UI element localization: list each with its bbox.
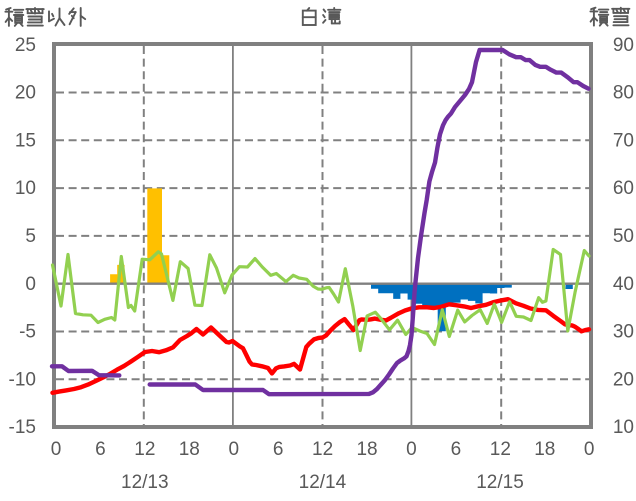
svg-text:12/13: 12/13 — [121, 472, 169, 493]
svg-text:90: 90 — [613, 35, 634, 56]
svg-text:0: 0 — [51, 439, 62, 460]
svg-text:50: 50 — [613, 226, 634, 247]
svg-text:10: 10 — [15, 178, 36, 199]
svg-text:80: 80 — [613, 83, 634, 104]
svg-text:30: 30 — [613, 322, 634, 343]
svg-text:20: 20 — [613, 369, 634, 390]
svg-text:20: 20 — [15, 83, 36, 104]
svg-text:12/15: 12/15 — [476, 472, 524, 493]
svg-text:70: 70 — [613, 130, 634, 151]
svg-text:-10: -10 — [9, 369, 36, 390]
svg-text:15: 15 — [15, 130, 36, 151]
svg-text:12: 12 — [490, 439, 511, 460]
svg-text:10: 10 — [613, 417, 634, 438]
svg-text:18: 18 — [356, 439, 377, 460]
svg-text:12/14: 12/14 — [299, 472, 347, 493]
svg-text:25: 25 — [15, 35, 36, 56]
svg-text:0: 0 — [228, 439, 239, 460]
svg-text:6: 6 — [95, 439, 106, 460]
svg-text:40: 40 — [613, 274, 634, 295]
svg-text:6: 6 — [273, 439, 284, 460]
svg-text:0: 0 — [584, 439, 595, 460]
svg-text:0: 0 — [25, 274, 36, 295]
svg-text:18: 18 — [534, 439, 555, 460]
svg-text:12: 12 — [312, 439, 333, 460]
svg-text:-5: -5 — [19, 322, 36, 343]
svg-text:5: 5 — [25, 226, 36, 247]
svg-text:12: 12 — [134, 439, 155, 460]
svg-text:-15: -15 — [9, 417, 36, 438]
svg-text:60: 60 — [613, 178, 634, 199]
svg-text:6: 6 — [451, 439, 462, 460]
svg-text:0: 0 — [406, 439, 417, 460]
svg-text:18: 18 — [179, 439, 200, 460]
